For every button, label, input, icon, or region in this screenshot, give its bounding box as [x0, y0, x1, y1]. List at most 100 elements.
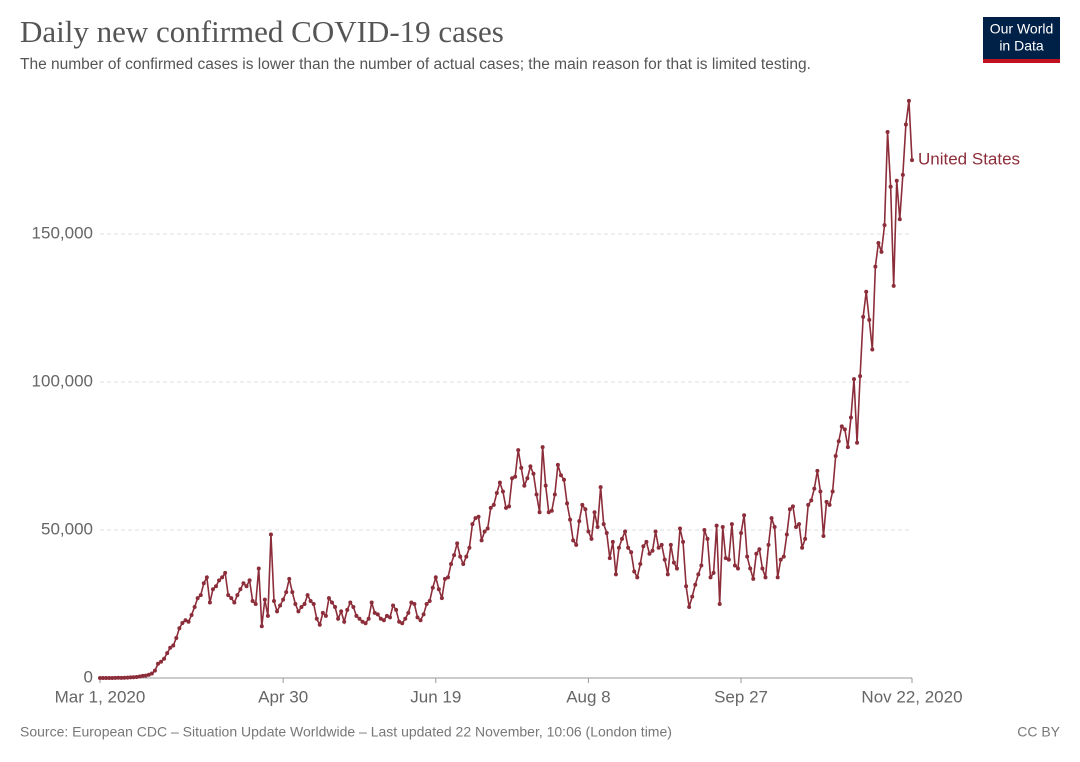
data-point [711, 570, 716, 575]
data-point [482, 529, 487, 534]
data-point [363, 621, 368, 626]
data-point [308, 599, 313, 604]
data-point [717, 602, 722, 607]
data-point [290, 590, 295, 595]
data-point [674, 566, 679, 571]
data-point [842, 427, 847, 432]
data-point [876, 240, 881, 245]
data-point [320, 610, 325, 615]
data-point [391, 603, 396, 608]
data-point [140, 673, 145, 678]
x-tick-label: Sep 27 [714, 687, 768, 706]
data-point [742, 513, 747, 518]
data-point [833, 454, 838, 459]
data-point [253, 602, 258, 607]
data-point [388, 615, 392, 620]
data-point [815, 468, 820, 473]
data-point [552, 492, 557, 497]
data-point [531, 471, 536, 476]
data-point [580, 502, 585, 507]
data-point [174, 636, 179, 641]
data-point [565, 501, 570, 506]
data-point [116, 675, 121, 680]
data-point [449, 562, 454, 567]
data-point [620, 536, 624, 541]
data-point [110, 675, 115, 680]
data-point [678, 526, 682, 531]
data-point [278, 603, 283, 608]
data-point [626, 545, 631, 550]
data-point [412, 602, 417, 607]
x-tick-label: Nov 22, 2020 [861, 687, 962, 706]
data-point [421, 612, 426, 617]
data-point [653, 529, 658, 534]
data-point [790, 504, 795, 509]
data-point [769, 516, 774, 521]
data-point [809, 498, 814, 503]
data-point [519, 465, 524, 470]
data-point [375, 612, 380, 617]
data-point [296, 609, 301, 614]
data-point [180, 620, 185, 625]
data-point [861, 314, 866, 319]
data-point [638, 562, 643, 567]
data-point [336, 616, 341, 621]
data-point [766, 542, 771, 547]
data-point [128, 675, 133, 680]
data-point [238, 587, 243, 592]
data-point [891, 283, 896, 288]
data-point [317, 622, 322, 627]
data-point [546, 510, 551, 515]
data-point [650, 548, 655, 553]
logo-bar [983, 59, 1060, 63]
data-point [183, 618, 188, 623]
data-point [537, 510, 542, 515]
data-point [528, 464, 533, 469]
logo-text: in Data [999, 38, 1044, 54]
data-point [558, 473, 563, 478]
data-point [555, 462, 560, 467]
data-point [201, 581, 206, 586]
data-point [256, 566, 261, 571]
data-point [284, 590, 289, 595]
data-point [348, 600, 353, 605]
data-point [635, 575, 640, 580]
data-point [671, 560, 676, 565]
data-point [821, 533, 826, 538]
data-point [357, 616, 362, 621]
data-point [690, 594, 695, 599]
data-point [131, 675, 136, 680]
data-point [601, 522, 606, 527]
data-point [763, 575, 768, 580]
data-point [778, 557, 783, 562]
data-point [845, 445, 850, 450]
data-point [406, 610, 411, 615]
logo-text: Our World [990, 21, 1054, 37]
data-point [311, 602, 316, 607]
data-point [794, 525, 798, 530]
data-point [610, 539, 615, 544]
data-point [217, 578, 222, 583]
data-point [476, 514, 481, 519]
data-point [699, 563, 704, 568]
data-point [665, 572, 670, 577]
data-point [305, 593, 310, 598]
data-point [146, 672, 151, 677]
data-point [235, 593, 240, 598]
source-note: Source: European CDC – Situation Update … [20, 724, 672, 740]
chart-subtitle: The number of confirmed cases is lower t… [20, 56, 811, 73]
data-point [827, 502, 832, 507]
data-point [330, 600, 334, 605]
data-point [592, 510, 597, 515]
data-point [403, 616, 408, 621]
data-point [275, 609, 280, 614]
data-point [366, 616, 371, 621]
data-point [589, 536, 594, 541]
data-point [113, 675, 118, 680]
data-point [577, 519, 582, 524]
data-point [339, 609, 344, 614]
data-point [159, 659, 164, 664]
data-point [394, 607, 399, 612]
data-point [693, 582, 698, 587]
data-point [494, 491, 499, 496]
